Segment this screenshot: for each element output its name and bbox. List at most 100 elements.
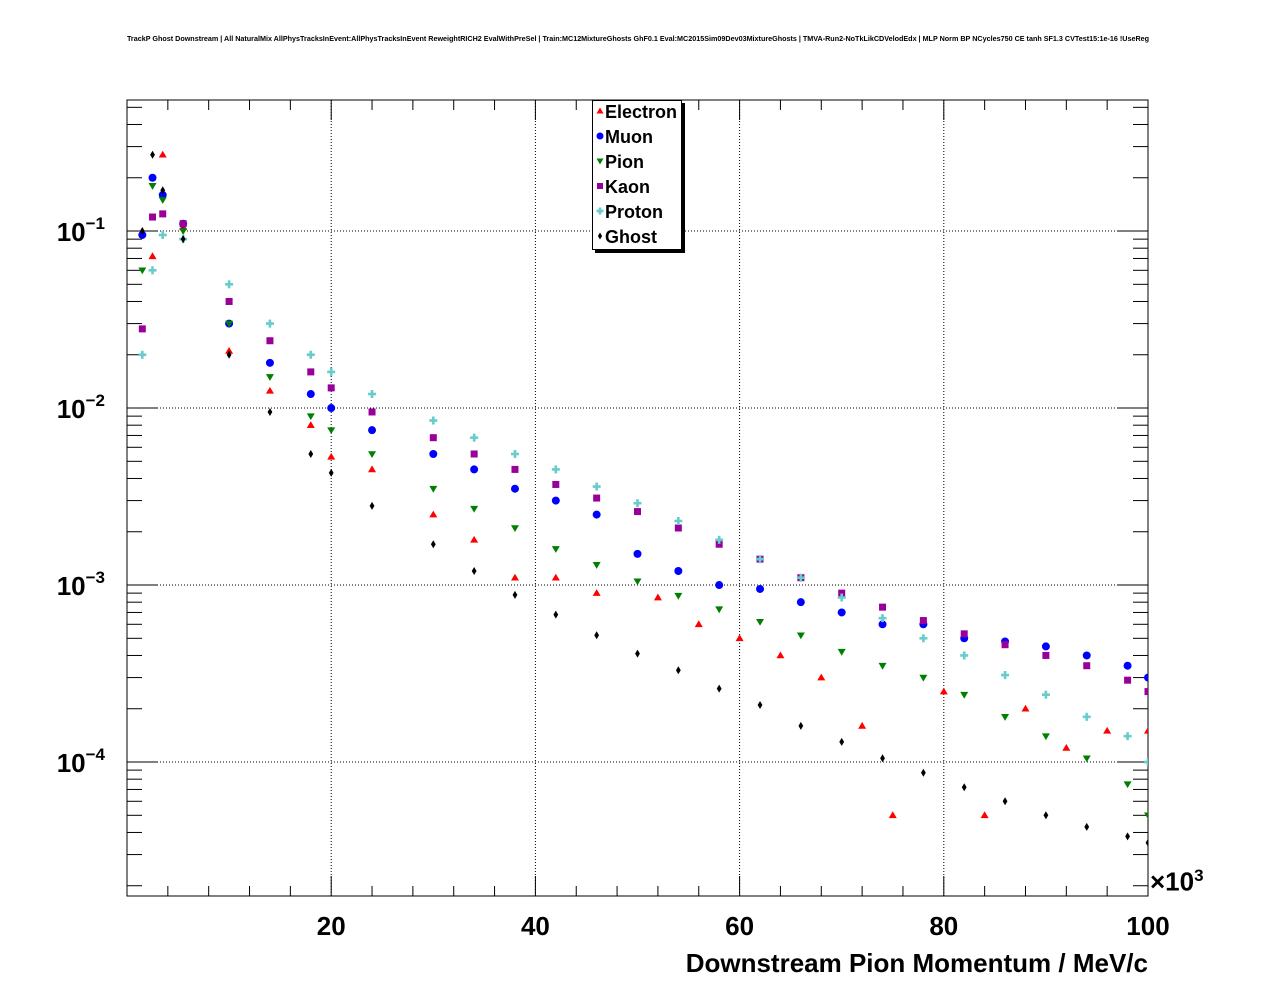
data-point-muon bbox=[837, 608, 846, 617]
data-point-kaon bbox=[1083, 662, 1091, 670]
data-point-electron bbox=[1021, 704, 1030, 712]
data-point-proton-v bbox=[432, 416, 435, 425]
legend-label: Kaon bbox=[605, 177, 650, 197]
data-point-proton-v bbox=[268, 319, 272, 328]
data-point-muon bbox=[148, 173, 157, 182]
data-point-proton bbox=[306, 350, 315, 359]
data-point-electron bbox=[470, 535, 479, 543]
data-point-ghost bbox=[180, 235, 186, 244]
legend-label: Pion bbox=[605, 152, 644, 172]
x-tick-label: 20 bbox=[317, 911, 346, 941]
data-point-pion bbox=[510, 525, 519, 532]
data-point-pion bbox=[327, 427, 336, 435]
data-point-proton bbox=[633, 499, 642, 508]
data-point-proton-v bbox=[513, 449, 517, 458]
x-tick-label: 100 bbox=[1126, 911, 1169, 941]
data-point-proton-v bbox=[227, 280, 231, 289]
legend-marker-muon bbox=[596, 132, 604, 140]
data-point-electron bbox=[653, 593, 662, 601]
data-point-proton-v bbox=[472, 433, 476, 442]
data-point-kaon bbox=[138, 325, 146, 333]
data-point-proton bbox=[148, 266, 157, 275]
data-point-proton bbox=[796, 573, 805, 582]
data-point-pion bbox=[1041, 733, 1050, 741]
data-point-proton bbox=[715, 535, 724, 544]
data-point-proton-v bbox=[881, 614, 884, 623]
data-point-proton-v bbox=[799, 573, 803, 582]
data-point-pion bbox=[148, 183, 157, 190]
legend-marker-shape-v bbox=[598, 207, 602, 215]
data-point-proton-v bbox=[840, 593, 843, 602]
data-point-pion bbox=[368, 451, 377, 458]
data-point-electron bbox=[158, 150, 167, 158]
data-point-pion bbox=[592, 562, 601, 569]
data-point-ghost bbox=[920, 768, 926, 777]
data-point-ghost bbox=[1043, 811, 1049, 820]
data-point-proton-v bbox=[161, 230, 165, 239]
data-point-ghost bbox=[267, 407, 273, 416]
legend-marker-shape bbox=[596, 107, 604, 114]
data-point-pion bbox=[551, 546, 560, 553]
data-point-proton-v bbox=[329, 367, 333, 376]
data-point-electron bbox=[817, 673, 826, 681]
data-point-kaon bbox=[470, 450, 478, 458]
data-point-electron bbox=[225, 347, 234, 354]
data-point-kaon bbox=[879, 603, 887, 611]
legend-marker-shape bbox=[596, 158, 604, 165]
y-tick-exp: −1 bbox=[86, 214, 105, 233]
data-point-kaon bbox=[149, 213, 157, 221]
data-point-proton-v bbox=[1126, 732, 1129, 741]
data-point-pion bbox=[796, 632, 805, 640]
data-point-pion bbox=[919, 674, 928, 682]
data-point-ghost bbox=[150, 150, 155, 159]
data-point-proton bbox=[429, 416, 438, 425]
data-point-proton bbox=[327, 367, 336, 376]
data-point-proton bbox=[551, 465, 560, 474]
data-point-ghost bbox=[961, 783, 967, 792]
legend-marker-proton bbox=[596, 207, 604, 215]
data-point-ghost bbox=[369, 501, 375, 510]
data-point-electron bbox=[368, 465, 377, 473]
y-tick-exp: −3 bbox=[86, 568, 105, 587]
data-point-pion bbox=[878, 662, 887, 670]
y-tick-label: 10−3 bbox=[57, 568, 105, 601]
data-point-pion bbox=[470, 505, 479, 513]
data-point-electron bbox=[1062, 744, 1071, 751]
data-point-pion bbox=[1082, 755, 1091, 763]
data-point-proton-h bbox=[1144, 760, 1148, 764]
data-point-proton bbox=[919, 634, 928, 643]
data-point-proton bbox=[510, 449, 519, 458]
data-point-pion bbox=[1144, 812, 1148, 820]
data-point-muon bbox=[1041, 642, 1050, 651]
data-point-ghost bbox=[675, 666, 681, 675]
data-point-muon bbox=[796, 598, 805, 607]
data-point-proton bbox=[138, 350, 147, 359]
x-tick-label: 80 bbox=[929, 911, 958, 941]
data-point-muon bbox=[756, 584, 765, 593]
data-point-electron bbox=[694, 620, 703, 628]
data-point-proton bbox=[1144, 758, 1148, 767]
data-point-pion bbox=[158, 197, 167, 204]
data-point-electron bbox=[735, 634, 744, 642]
data-point-pion bbox=[179, 228, 188, 236]
data-point-muon bbox=[327, 404, 336, 413]
chart-title: TrackP Ghost Downstream | All NaturalMix… bbox=[126, 34, 1150, 43]
data-point-ghost bbox=[798, 721, 804, 730]
series-proton bbox=[138, 230, 1148, 767]
data-point-kaon bbox=[715, 540, 723, 548]
data-point-electron bbox=[1144, 726, 1148, 734]
data-point-pion bbox=[429, 485, 438, 493]
data-point-kaon bbox=[225, 297, 233, 305]
data-point-ghost bbox=[716, 684, 722, 693]
data-point-kaon bbox=[960, 630, 968, 638]
data-point-kaon bbox=[1001, 641, 1009, 649]
data-point-electron bbox=[265, 386, 274, 394]
data-point-pion bbox=[265, 374, 274, 381]
data-point-ghost bbox=[160, 186, 166, 195]
data-point-electron bbox=[306, 421, 315, 428]
legend-marker-electron bbox=[596, 107, 604, 114]
data-point-proton-v bbox=[1085, 712, 1089, 721]
data-point-ghost bbox=[328, 468, 334, 477]
data-point-ghost bbox=[1145, 838, 1148, 847]
data-point-kaon bbox=[1042, 651, 1050, 659]
